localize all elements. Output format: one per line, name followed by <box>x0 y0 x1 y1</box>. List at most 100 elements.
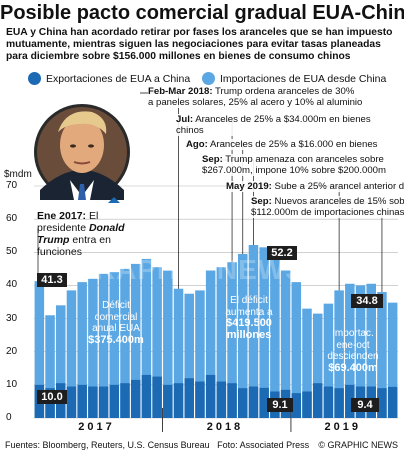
callout-start-exports: 10.0 <box>37 390 67 404</box>
export-bar-21 <box>248 386 259 418</box>
graphic-news-watermark: GRAPHIC NEWS <box>72 254 305 285</box>
callout-end-imports: 34.8 <box>351 294 383 308</box>
y-tick-70: 70 <box>6 180 18 191</box>
y-tick-0: 0 <box>6 412 12 423</box>
export-bar-34 <box>387 386 398 418</box>
export-bar-13 <box>163 384 173 418</box>
import-bar-8 <box>109 272 120 418</box>
export-bar-4 <box>66 386 77 418</box>
import-bar-6 <box>88 278 98 418</box>
y-tick-20: 20 <box>6 345 18 357</box>
import-bar-29 <box>334 290 344 418</box>
legend-imports-label: Importaciones de EUA desde China <box>220 72 387 85</box>
import-bar-25 <box>291 282 302 418</box>
import-bar-5 <box>77 282 87 418</box>
annotation-febmar2018: Feb-Mar 2018: Trump ordena aranceles de … <box>148 86 363 108</box>
imports-2019-badge: Importac. ene-oct descienden $69.400m <box>327 328 379 374</box>
year-label-2018: 2018 <box>206 421 244 433</box>
y-tick-60: 60 <box>6 213 18 225</box>
trump-portrait-icon <box>34 104 130 200</box>
legend: Exportaciones de EUA a China Importacion… <box>6 72 400 88</box>
import-bar-9 <box>120 268 130 418</box>
y-tick-30: 30 <box>6 312 18 324</box>
y-tick-50: 50 <box>6 246 18 258</box>
export-bar-29 <box>334 388 344 418</box>
callout-start-imports: 41.3 <box>37 273 67 287</box>
annotation-ago2018: Ago: Aranceles de 25% a $16.000 en biene… <box>186 139 378 150</box>
y-axis-label: $mdm <box>4 169 32 180</box>
import-bar-31 <box>355 285 366 418</box>
callout-end-exports: 9.4 <box>351 398 379 412</box>
annotation-jul2018: Jul: Aranceles de 25% a $34.000m en bien… <box>176 114 371 136</box>
deficit-2017-badge: Déficit comercial anual EUA $375.400m <box>88 300 144 346</box>
import-bar-15 <box>184 293 194 418</box>
import-bar-2 <box>45 315 55 418</box>
import-bar-26 <box>302 308 312 418</box>
import-bar-10 <box>130 263 141 418</box>
page-subtitle: EUA y China han acordado retirar por fas… <box>6 27 393 62</box>
import-bar-3 <box>56 305 66 418</box>
imports-bars <box>34 244 398 418</box>
export-bar-12 <box>152 376 162 418</box>
y-tick-40: 40 <box>6 279 18 291</box>
export-bar-28 <box>323 386 334 418</box>
import-bar-28 <box>323 303 334 418</box>
import-bar-4 <box>66 290 77 418</box>
export-bar-11 <box>141 374 152 418</box>
export-bar-25 <box>291 393 302 418</box>
portrait-pointer-icon <box>108 197 120 203</box>
import-bar-32 <box>366 283 376 418</box>
export-bar-16 <box>195 381 205 418</box>
export-bar-30 <box>345 384 355 418</box>
export-bar-26 <box>302 391 312 418</box>
import-bar-27 <box>312 313 323 418</box>
page-title: Posible pacto comercial gradual EUA-Chin… <box>0 2 404 24</box>
y-tick-10: 10 <box>6 378 18 390</box>
imports-swatch-icon <box>202 72 215 85</box>
import-bar-18 <box>216 267 227 418</box>
callout-low-exports: 9.1 <box>267 398 293 412</box>
import-bar-12 <box>152 267 162 418</box>
export-bar-9 <box>120 383 130 418</box>
export-bar-5 <box>77 384 87 418</box>
import-bar-7 <box>98 273 109 418</box>
import-bar-21 <box>248 244 259 418</box>
export-bar-17 <box>205 374 216 418</box>
export-bar-27 <box>312 383 323 418</box>
year-divider-lines <box>162 408 292 432</box>
export-bar-7 <box>98 386 109 418</box>
exports-swatch-icon <box>28 72 41 85</box>
import-bar-22 <box>259 247 269 418</box>
import-bar-16 <box>195 290 205 418</box>
import-bar-17 <box>205 270 216 418</box>
legend-imports: Importaciones de EUA desde China <box>202 72 386 85</box>
deficit-2018-badge: El déficit aumenta a $419.500 millones <box>225 295 273 341</box>
export-bar-14 <box>173 383 184 418</box>
callout-peak-imports: 52.2 <box>267 246 297 260</box>
export-bar-20 <box>238 388 248 418</box>
footer-sources: Fuentes: Bloomberg, Reuters, U.S. Census… <box>5 440 310 450</box>
annotation-jan2017: Ene 2017: El presidente Donald Trump ent… <box>37 210 125 258</box>
import-bar-30 <box>345 283 355 418</box>
legend-exports-label: Exportaciones de EUA a China <box>46 72 191 85</box>
import-bar-34 <box>387 302 398 418</box>
import-bar-23 <box>270 253 280 418</box>
import-bar-20 <box>238 253 248 418</box>
export-bar-22 <box>259 387 269 418</box>
import-bar-11 <box>141 258 152 418</box>
legend-exports: Exportaciones de EUA a China <box>28 72 190 85</box>
import-bar-1 <box>34 281 45 418</box>
export-bar-18 <box>216 381 227 418</box>
year-label-2019: 2019 <box>324 421 361 433</box>
export-bar-33 <box>377 388 387 418</box>
year-label-2017: 2017 <box>78 421 115 433</box>
annotation-may2019: May 2019: Sube a 25% arancel anterior de… <box>226 181 404 192</box>
footer-credit: © GRAPHIC NEWS <box>318 440 398 450</box>
import-bar-24 <box>280 270 291 418</box>
import-bar-14 <box>173 288 184 418</box>
import-bar-33 <box>377 292 387 418</box>
export-bar-10 <box>130 379 141 418</box>
export-bar-15 <box>184 378 194 418</box>
export-bar-8 <box>109 384 120 418</box>
annotation-sep2018: Sep: Trump amenaza con aranceles sobre $… <box>202 154 387 176</box>
